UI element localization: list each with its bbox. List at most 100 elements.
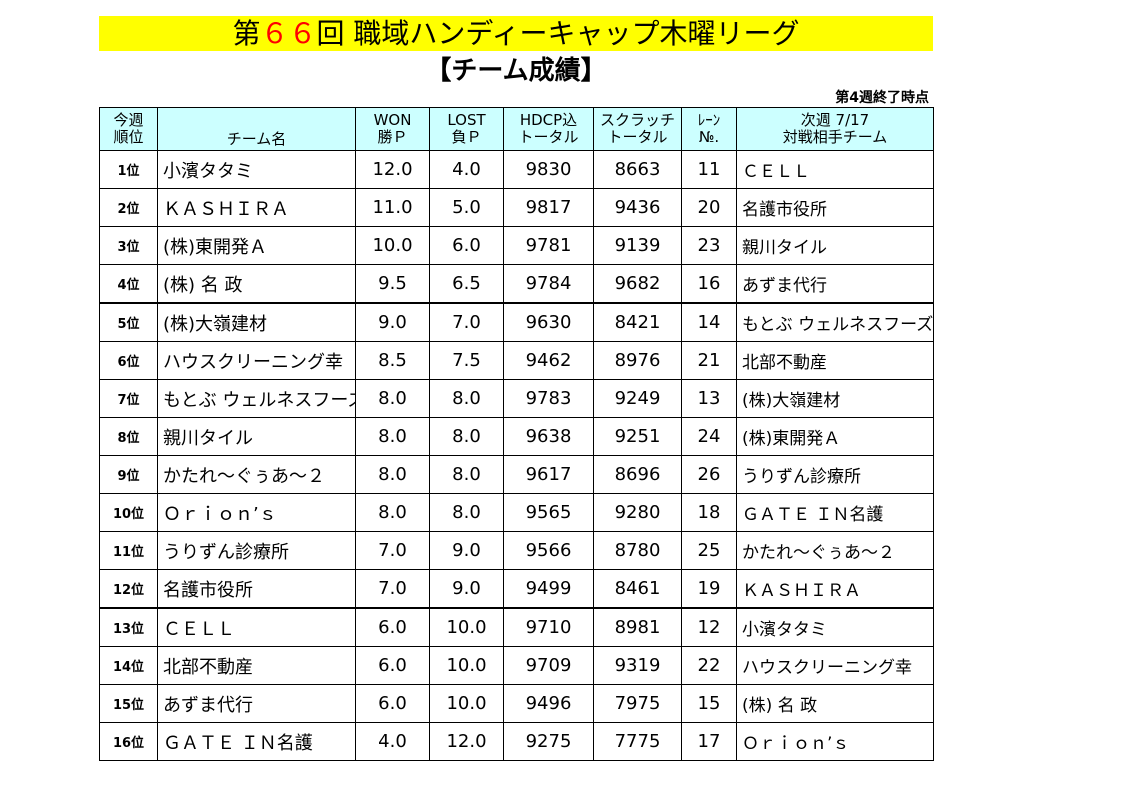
header-scratch: スクラッチ トータル xyxy=(593,107,682,151)
header-rank: 今週 順位 xyxy=(99,107,158,151)
hdcp-total-cell: 9817 xyxy=(503,188,594,227)
rank-cell: 12位 xyxy=(99,569,158,609)
table-row: 2位 ＫＡＳＨＩＲＡ 11.0 5.0 9817 9436 20 名護市役所 xyxy=(99,188,934,227)
rank-cell: 14位 xyxy=(99,646,158,685)
won-points-cell: 11.0 xyxy=(355,188,430,227)
lost-points-cell: 10.0 xyxy=(429,684,504,723)
scratch-total-cell: 9280 xyxy=(593,493,682,532)
won-points-cell: 6.0 xyxy=(355,684,430,723)
won-points-cell: 4.0 xyxy=(355,722,430,761)
rank-cell: 2位 xyxy=(99,188,158,227)
table-row: 1位 小濱タタミ 12.0 4.0 9830 8663 11 ＣＥＬＬ xyxy=(99,150,934,189)
lost-points-cell: 10.0 xyxy=(429,607,504,647)
next-opponent-cell: (株) 名 政 xyxy=(736,684,934,723)
header-lost: LOST 負Ｐ xyxy=(429,107,504,151)
lost-points-cell: 8.0 xyxy=(429,455,504,494)
header-won-line1: WON xyxy=(373,111,412,129)
lane-number-cell: 13 xyxy=(681,379,737,418)
table-row: 7位 もとぶ ウェルネスフーズ 8.0 8.0 9783 9249 13 (株)大嶺建材 xyxy=(99,379,934,418)
next-opponent-cell: ＣＥＬＬ xyxy=(736,150,934,189)
hdcp-total-cell: 9710 xyxy=(503,607,594,647)
rank-cell: 5位 xyxy=(99,302,158,342)
hdcp-total-cell: 9617 xyxy=(503,455,594,494)
team-name-cell: Ｏｒｉｏｎ’ｓ xyxy=(157,493,356,532)
table-row: 5位 (株)大嶺建材 9.0 7.0 9630 8421 14 もとぶ ウェルネスフーズ xyxy=(99,302,934,342)
scratch-total-cell: 9249 xyxy=(593,379,682,418)
header-lane-line1: ﾚｰﾝ xyxy=(697,111,721,129)
rank-cell: 6位 xyxy=(99,341,158,380)
title-round-number: ６６ xyxy=(260,17,317,50)
team-name-cell: かたれ～ぐぅあ～２ xyxy=(157,455,356,494)
table-row: 16位 ＧＡＴＥ ＩＮ名護 4.0 12.0 9275 7775 17 Ｏｒｉｏｎ’ｓ xyxy=(99,722,934,761)
scratch-total-cell: 9682 xyxy=(593,264,682,304)
title-prefix: 第 xyxy=(232,17,261,50)
next-opponent-cell: (株)大嶺建材 xyxy=(736,379,934,418)
lane-number-cell: 26 xyxy=(681,455,737,494)
header-next-opponent: 次週 7/17 対戦相手チーム xyxy=(736,107,934,151)
team-name-cell: ＣＥＬＬ xyxy=(157,607,356,647)
won-points-cell: 6.0 xyxy=(355,646,430,685)
lost-points-cell: 6.0 xyxy=(429,226,504,265)
team-name-cell: うりずん診療所 xyxy=(157,531,356,570)
lane-number-cell: 14 xyxy=(681,302,737,342)
team-name-cell: ＫＡＳＨＩＲＡ xyxy=(157,188,356,227)
lane-number-cell: 12 xyxy=(681,607,737,647)
hdcp-total-cell: 9781 xyxy=(503,226,594,265)
next-opponent-cell: ＫＡＳＨＩＲＡ xyxy=(736,569,934,609)
table-row: 10位 Ｏｒｉｏｎ’ｓ 8.0 8.0 9565 9280 18 ＧＡＴＥ ＩＮ名護 xyxy=(99,493,934,532)
week-status: 第4週終了時点 xyxy=(835,90,929,106)
table-row: 11位 うりずん診療所 7.0 9.0 9566 8780 25 かたれ～ぐぅあ～２ xyxy=(99,531,934,570)
lane-number-cell: 25 xyxy=(681,531,737,570)
table-row: 13位 ＣＥＬＬ 6.0 10.0 9710 8981 12 小濱タタミ xyxy=(99,607,934,647)
next-opponent-cell: かたれ～ぐぅあ～２ xyxy=(736,531,934,570)
scratch-total-cell: 8421 xyxy=(593,302,682,342)
rank-cell: 1位 xyxy=(99,150,158,189)
next-opponent-cell: ハウスクリーニング幸 xyxy=(736,646,934,685)
lost-points-cell: 8.0 xyxy=(429,493,504,532)
rank-cell: 16位 xyxy=(99,722,158,761)
header-hdcp: HDCP込 トータル xyxy=(503,107,594,151)
next-opponent-cell: 親川タイル xyxy=(736,226,934,265)
hdcp-total-cell: 9638 xyxy=(503,417,594,456)
team-name-cell: 北部不動産 xyxy=(157,646,356,685)
header-next-line1: 次週 7/17 xyxy=(800,111,870,129)
header-scratch-line1: スクラッチ xyxy=(599,111,675,129)
header-hdcp-line1: HDCP込 xyxy=(519,111,578,129)
won-points-cell: 8.5 xyxy=(355,341,430,380)
hdcp-total-cell: 9275 xyxy=(503,722,594,761)
title-league-name: 回 職域ハンディーキャップ木曜リーグ xyxy=(316,17,800,50)
scratch-total-cell: 8981 xyxy=(593,607,682,647)
won-points-cell: 12.0 xyxy=(355,150,430,189)
table-row: 6位 ハウスクリーニング幸 8.5 7.5 9462 8976 21 北部不動産 xyxy=(99,341,934,380)
standings-table: 今週 順位 チーム名 WON 勝Ｐ LOST 負Ｐ HDCP込 トータル スクラッチ トー… xyxy=(99,107,934,761)
lane-number-cell: 15 xyxy=(681,684,737,723)
scratch-total-cell: 9139 xyxy=(593,226,682,265)
team-name-cell: あずま代行 xyxy=(157,684,356,723)
lane-number-cell: 17 xyxy=(681,722,737,761)
team-name-cell: (株)大嶺建材 xyxy=(157,302,356,342)
table-row: 15位 あずま代行 6.0 10.0 9496 7975 15 (株) 名 政 xyxy=(99,684,934,723)
scratch-total-cell: 9319 xyxy=(593,646,682,685)
scratch-total-cell: 8696 xyxy=(593,455,682,494)
lost-points-cell: 8.0 xyxy=(429,379,504,418)
hdcp-total-cell: 9462 xyxy=(503,341,594,380)
hdcp-total-cell: 9565 xyxy=(503,493,594,532)
won-points-cell: 8.0 xyxy=(355,493,430,532)
lane-number-cell: 24 xyxy=(681,417,737,456)
lane-number-cell: 22 xyxy=(681,646,737,685)
team-name-cell: (株) 名 政 xyxy=(157,264,356,304)
rank-cell: 15位 xyxy=(99,684,158,723)
lost-points-cell: 9.0 xyxy=(429,531,504,570)
lost-points-cell: 9.0 xyxy=(429,569,504,609)
next-opponent-cell: Ｏｒｉｏｎ’ｓ xyxy=(736,722,934,761)
scratch-total-cell: 7975 xyxy=(593,684,682,723)
hdcp-total-cell: 9783 xyxy=(503,379,594,418)
rank-cell: 10位 xyxy=(99,493,158,532)
scratch-total-cell: 8780 xyxy=(593,531,682,570)
next-opponent-cell: 名護市役所 xyxy=(736,188,934,227)
team-name-cell: もとぶ ウェルネスフーズ xyxy=(157,379,356,418)
table-row: 12位 名護市役所 7.0 9.0 9499 8461 19 ＫＡＳＨＩＲＡ xyxy=(99,569,934,609)
table-row: 14位 北部不動産 6.0 10.0 9709 9319 22 ハウスクリーニング幸 xyxy=(99,646,934,685)
rank-cell: 3位 xyxy=(99,226,158,265)
won-points-cell: 9.0 xyxy=(355,302,430,342)
